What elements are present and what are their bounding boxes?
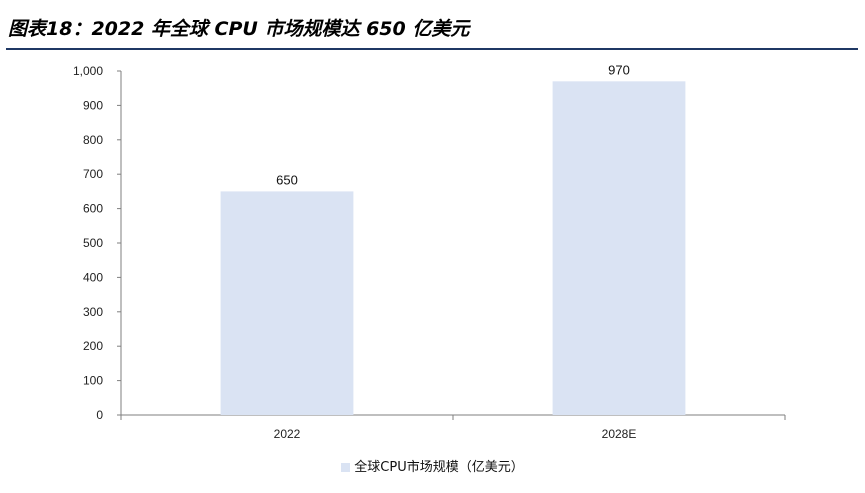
y-tick-label: 600 bbox=[83, 202, 103, 216]
legend: 全球CPU市场规模（亿美元） bbox=[0, 460, 865, 476]
y-tick-label: 900 bbox=[83, 98, 103, 112]
y-tick-label: 0 bbox=[96, 408, 103, 422]
data-label-2028e: 970 bbox=[608, 62, 630, 77]
y-tick-label: 300 bbox=[83, 305, 103, 319]
y-tick-label: 800 bbox=[83, 133, 103, 147]
y-tick-label: 700 bbox=[83, 167, 103, 181]
x-tick-label: 2022 bbox=[274, 427, 301, 441]
bar-2028e bbox=[552, 81, 686, 415]
x-tick-label: 2028E bbox=[602, 427, 637, 441]
x-axis: 2022 2028E bbox=[120, 414, 786, 441]
y-tick-label: 100 bbox=[83, 374, 103, 388]
y-tick-label: 200 bbox=[83, 339, 103, 353]
bars-group: 650 970 bbox=[220, 62, 686, 415]
y-tick-label: 500 bbox=[83, 236, 103, 250]
y-tick-label: 1,000 bbox=[73, 64, 103, 78]
data-label-2022: 650 bbox=[276, 172, 298, 187]
legend-label: 全球CPU市场规模（亿美元） bbox=[354, 460, 524, 475]
bar-2022 bbox=[220, 191, 354, 415]
legend-swatch bbox=[341, 463, 351, 472]
title-underline bbox=[6, 48, 858, 50]
y-axis: 0 100 200 300 400 500 600 700 800 900 1,000 bbox=[73, 64, 122, 422]
figure-title: 图表18：2022 年全球 CPU 市场规模达 650 亿美元 bbox=[8, 18, 470, 40]
y-tick-label: 400 bbox=[83, 270, 103, 284]
